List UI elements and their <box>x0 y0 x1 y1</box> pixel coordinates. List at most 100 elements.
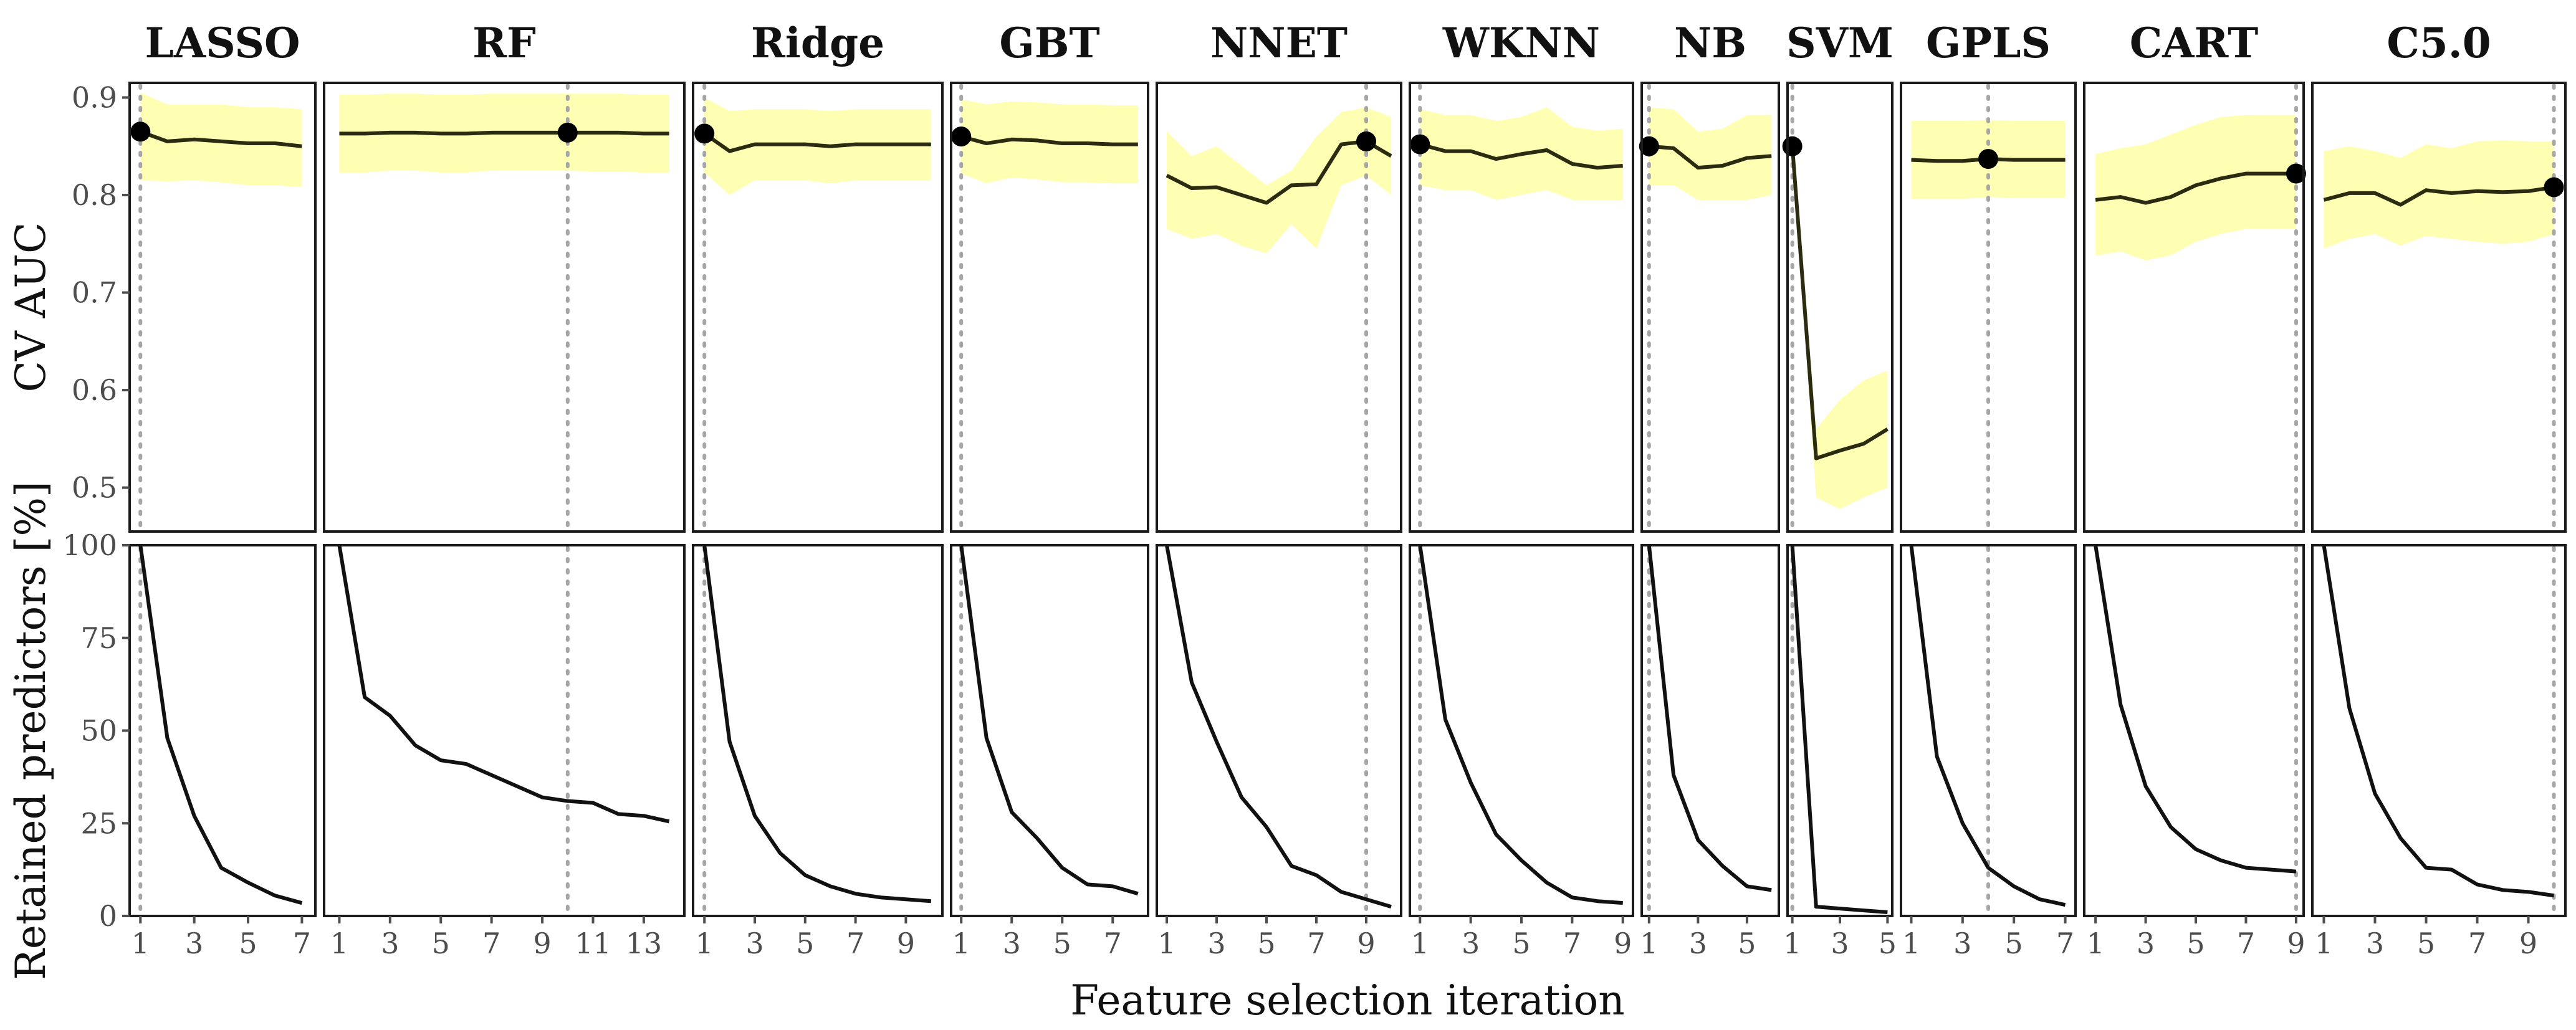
auc-ribbon-cart <box>2095 115 2296 260</box>
x-tick-label-nnet: 7 <box>1307 927 1325 960</box>
optimal-point-c5-0 <box>2544 177 2564 198</box>
predictors-line-cart <box>2094 545 2297 874</box>
x-tick-label-gbt: 1 <box>952 927 970 960</box>
panel-pred-nb <box>1640 544 1780 917</box>
x-tick-label-gpls: 5 <box>2005 927 2023 960</box>
x-tick-label-c5-0: 3 <box>2366 927 2384 960</box>
x-tick-label-nb: 3 <box>1689 927 1707 960</box>
x-tick-label-gpls: 7 <box>2056 927 2074 960</box>
panel-pred-cart <box>2083 544 2305 917</box>
facet-titles: LASSO RF Ridge GBT NNET WKNN NB SVM GPLS CART C5.0 <box>145 19 2491 67</box>
auc-line-nb <box>1649 144 1772 170</box>
optimal-point-rf <box>557 122 578 143</box>
y-tick-label-pred: 50 <box>80 714 117 748</box>
y-tick-label-pred: 100 <box>62 528 117 562</box>
x-tick-label-lasso: 7 <box>293 927 311 960</box>
x-tick-label-rf: 11 <box>575 927 611 960</box>
predictors-line-nb <box>1647 545 1772 892</box>
optimal-iteration-lines <box>138 83 2556 915</box>
facet-title-wknn: WKNN <box>1442 19 1600 67</box>
x-tick-label-ridge: 9 <box>897 927 915 960</box>
facet-title-cart: CART <box>2130 19 2259 67</box>
predictors-line-wknn <box>1418 545 1623 905</box>
predictors-line-lasso <box>138 545 303 905</box>
auc-line-lasso <box>140 130 302 148</box>
panel-auc-gbt <box>950 82 1149 533</box>
x-tick-label-cart: 3 <box>2137 927 2155 960</box>
predictors-line-nnet <box>1165 545 1392 909</box>
x-tick-label-c5-0: 7 <box>2468 927 2486 960</box>
facet-title-rf: RF <box>472 19 536 67</box>
x-tick-label-wknn: 5 <box>1512 927 1530 960</box>
predictors-line-ridge <box>702 545 932 904</box>
auc-line-gbt <box>960 135 1138 146</box>
facet-title-ridge: Ridge <box>751 19 884 67</box>
panel-pred-nnet <box>1156 544 1402 917</box>
auc-ribbon-svm <box>1792 146 1888 509</box>
auc-line-wknn <box>1419 142 1623 170</box>
y-tick-label-pred: 25 <box>80 806 117 840</box>
x-tick-label-gbt: 5 <box>1053 927 1071 960</box>
x-tick-label-svm: 1 <box>1783 927 1801 960</box>
x-tick-label-gpls: 3 <box>1953 927 1971 960</box>
optimal-point-nb <box>1639 136 1659 156</box>
panel-pred-rf <box>323 544 686 917</box>
predictors-line-gbt <box>959 545 1139 896</box>
x-tick-label-rf: 1 <box>330 927 348 960</box>
x-tick-label-wknn: 7 <box>1563 927 1581 960</box>
y-tick-label-pred: 0 <box>99 899 117 933</box>
x-tick-label-cart: 9 <box>2287 927 2305 960</box>
predictors-line-gpls <box>1909 545 2066 907</box>
x-tick-label-cart: 7 <box>2237 927 2255 960</box>
x-tick-label-nb: 5 <box>1738 927 1756 960</box>
y-tick-label-auc: 0.9 <box>72 80 117 114</box>
panel-auc-rf <box>323 82 686 533</box>
optimal-point-ridge <box>694 123 715 144</box>
panel-auc-cart <box>2083 82 2305 533</box>
y-tick-label-pred: 75 <box>80 621 117 655</box>
optimal-point-nnet <box>1356 131 1376 151</box>
x-tick-label-nnet: 9 <box>1357 927 1375 960</box>
x-tick-label-wknn: 1 <box>1411 927 1429 960</box>
auc-ribbon-nb <box>1649 107 1772 200</box>
x-tick-label-rf: 13 <box>626 927 663 960</box>
x-tick-label-c5-0: 1 <box>2315 927 2333 960</box>
y-tick-label-auc: 0.7 <box>72 276 117 310</box>
facet-title-lasso: LASSO <box>145 19 300 67</box>
x-tick-label-c5-0: 5 <box>2417 927 2435 960</box>
auc-ribbon-c5-0 <box>2324 140 2554 249</box>
panel-auc-gpls <box>1900 82 2077 533</box>
predictors-line-rf <box>337 545 670 824</box>
facet-title-gbt: GBT <box>999 19 1099 67</box>
auc-ribbons <box>140 92 2554 509</box>
panel-auc-lasso <box>128 82 317 533</box>
optimal-point-lasso <box>130 122 151 142</box>
panel-pred-lasso <box>128 544 317 917</box>
auc-line-svm <box>1790 146 1889 460</box>
x-tick-label-nnet: 3 <box>1207 927 1225 960</box>
x-tick-label-nnet: 5 <box>1257 927 1275 960</box>
x-tick-label-rf: 7 <box>482 927 500 960</box>
x-tick-label-lasso: 3 <box>185 927 203 960</box>
x-tick-label-ridge: 5 <box>796 927 814 960</box>
x-tick-label-rf: 3 <box>381 927 399 960</box>
y-tick-label-auc: 0.8 <box>72 178 117 212</box>
predictors-line-svm <box>1790 545 1888 915</box>
facet-title-svm: SVM <box>1786 19 1894 67</box>
x-tick-label-svm: 3 <box>1831 927 1849 960</box>
optimal-point-svm <box>1782 136 1803 156</box>
x-tick-label-lasso: 1 <box>132 927 150 960</box>
x-tick-label-cart: 5 <box>2186 927 2205 960</box>
x-tick-label-lasso: 5 <box>239 927 257 960</box>
facet-title-c5-0: C5.0 <box>2387 19 2491 67</box>
x-tick-label-svm: 5 <box>1879 927 1897 960</box>
x-tick-label-gbt: 3 <box>1003 927 1021 960</box>
panel-pred-gpls <box>1900 544 2077 917</box>
panel-auc-nb <box>1640 82 1780 533</box>
auc-line-ridge <box>703 131 931 153</box>
panel-pred-ridge <box>692 544 944 917</box>
auc-line-c5-0 <box>2323 185 2554 207</box>
x-tick-label-nnet: 1 <box>1157 927 1175 960</box>
facet-title-nb: NB <box>1674 19 1746 67</box>
